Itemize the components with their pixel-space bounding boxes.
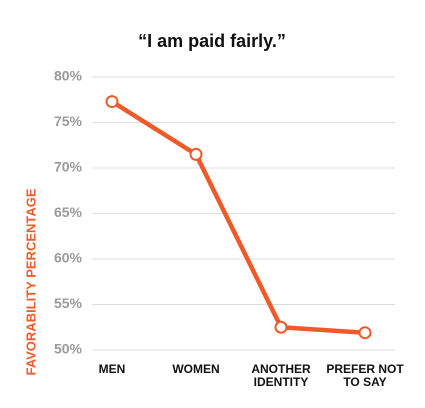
x-tick-label: PREFER NOT TO SAY [326,362,404,389]
chart-title: “I am paid fairly.” [138,31,286,51]
y-tick-label: 75% [54,113,83,129]
y-tick-label: 65% [54,204,83,220]
data-line [110,99,366,335]
y-tick-label: 50% [54,341,83,357]
y-axis-label: FAVORABILITY PERCENTAGE [23,188,38,375]
data-point [105,95,119,109]
x-tick-label: ANOTHER IDENTITY [251,362,311,389]
y-tick-label: 80% [54,68,83,84]
y-tick-label: 55% [54,295,83,311]
y-tick-label: 60% [54,250,83,266]
y-tick-label: 70% [54,159,83,175]
x-tick-label: WOMEN [172,362,219,376]
data-point [189,147,203,161]
x-tick-label: MEN [99,362,126,376]
data-point [358,326,372,340]
data-point [274,320,288,334]
